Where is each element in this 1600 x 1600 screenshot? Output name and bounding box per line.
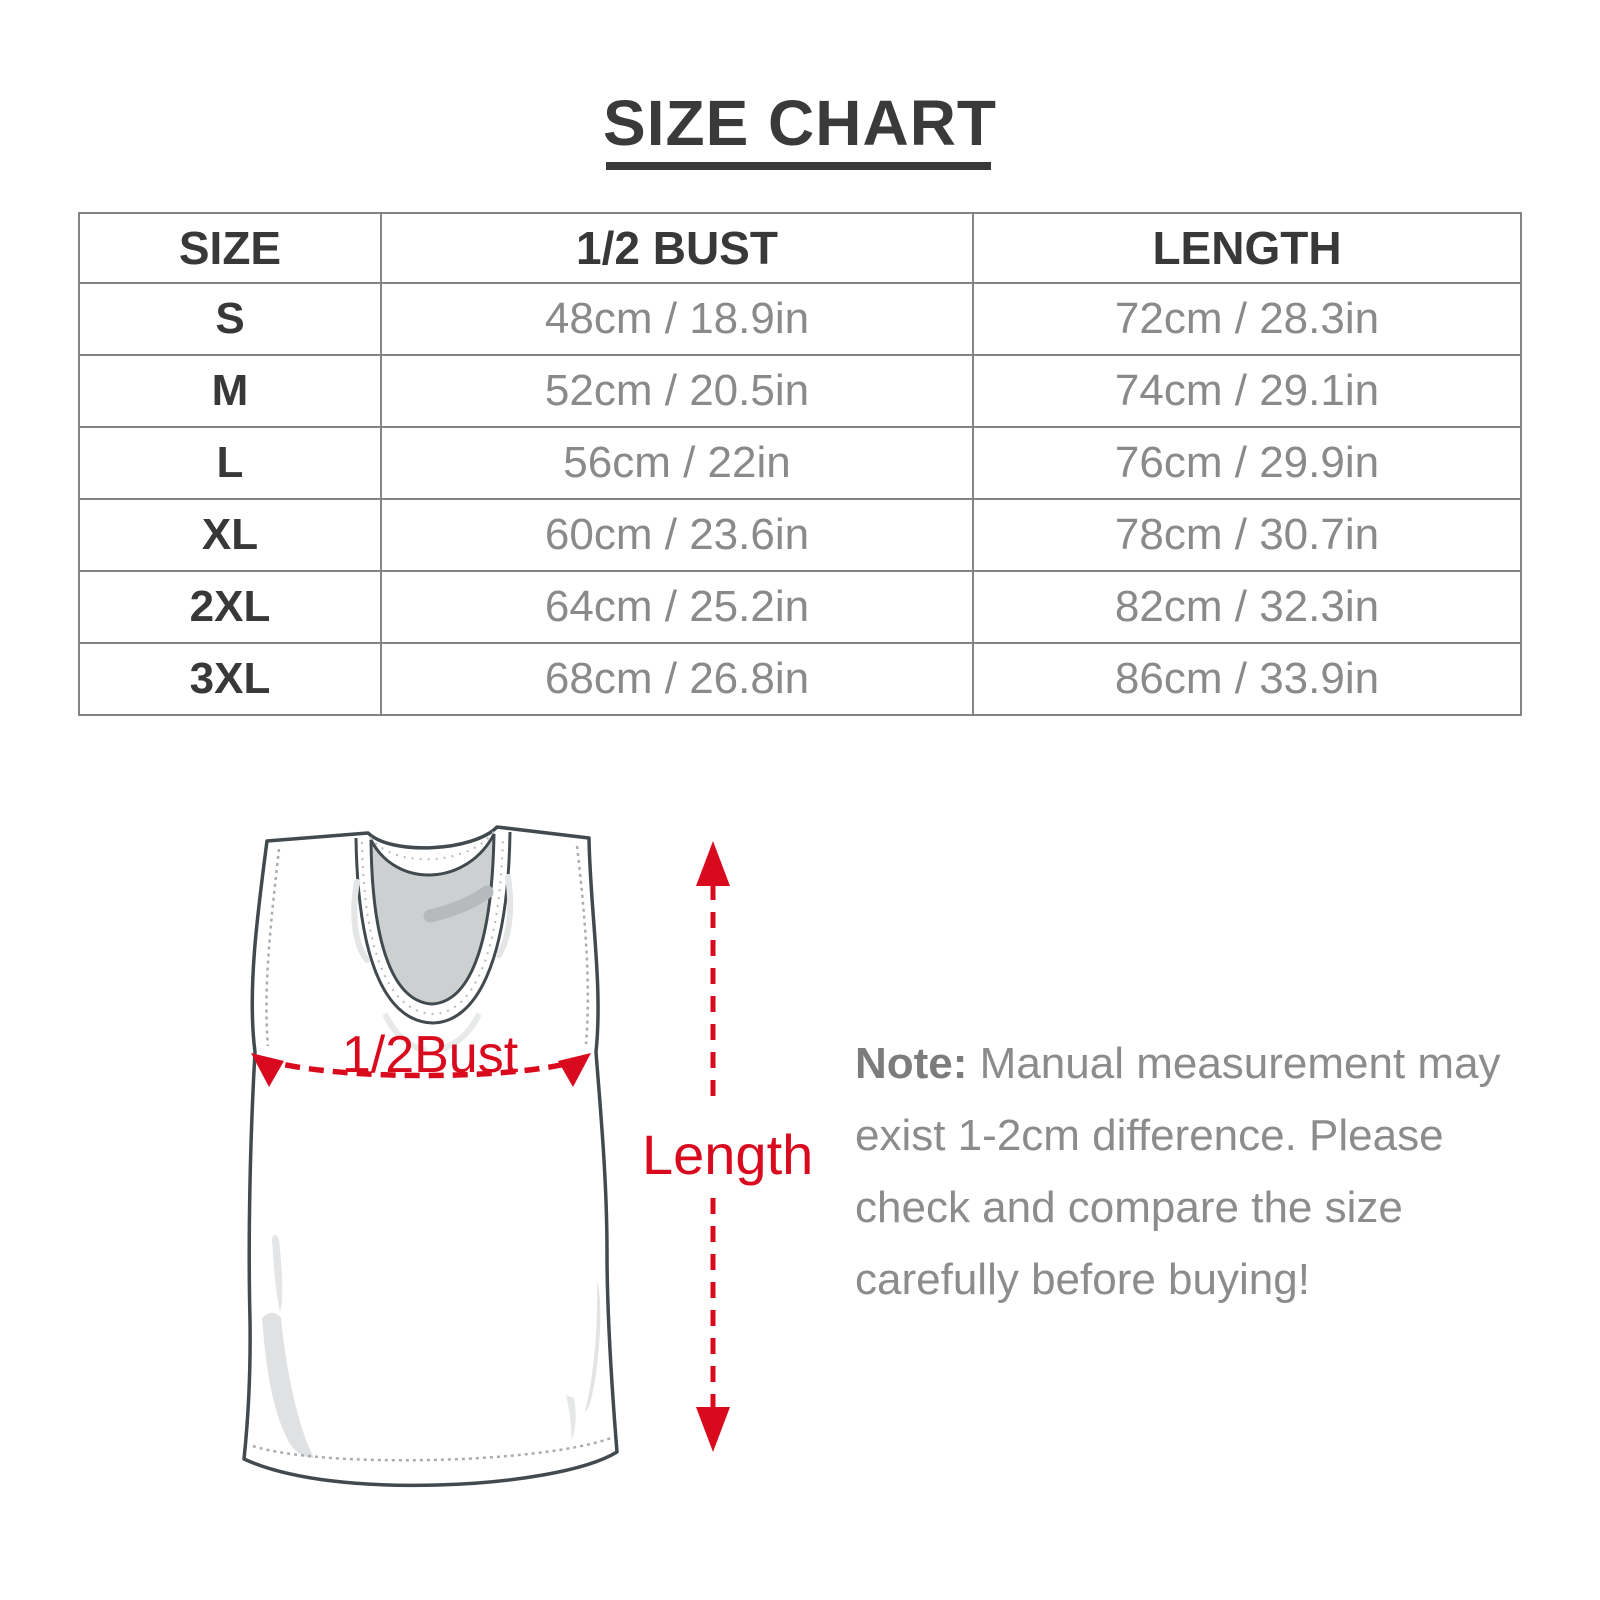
length-value: 74cm / 29.1in: [972, 354, 1522, 428]
bust-value: 68cm / 26.8in: [380, 642, 974, 716]
size-label: XL: [78, 498, 382, 572]
size-label: L: [78, 426, 382, 500]
note-line: exist 1-2cm difference. Please: [855, 1111, 1444, 1160]
bust-value: 64cm / 25.2in: [380, 570, 974, 644]
length-value: 82cm / 32.3in: [972, 570, 1522, 644]
table-row: S 48cm / 18.9in 72cm / 28.3in: [78, 282, 1522, 356]
length-value: 76cm / 29.9in: [972, 426, 1522, 500]
collar-echo-left: [351, 879, 370, 963]
stitch-hem: [252, 1436, 612, 1462]
tank-top-body: [242, 825, 619, 1488]
bust-arrow-line: [261, 1056, 585, 1079]
table-row: L 56cm / 22in 76cm / 29.9in: [78, 426, 1522, 500]
bust-value: 60cm / 23.6in: [380, 498, 974, 572]
collar-band-edge: [354, 831, 512, 1025]
table-row: XL 60cm / 23.6in 78cm / 30.7in: [78, 498, 1522, 572]
size-label: M: [78, 354, 382, 428]
bust-value: 56cm / 22in: [380, 426, 974, 500]
bust-value: 48cm / 18.9in: [380, 282, 974, 356]
note-line: Note: Manual measurement may: [855, 1039, 1501, 1088]
note-line: carefully before buying!: [855, 1255, 1310, 1304]
page-title: SIZE CHART: [603, 87, 997, 159]
note-line: check and compare the size: [855, 1183, 1403, 1232]
chest-fold-left: [383, 1013, 427, 1053]
title-underline: [606, 162, 991, 170]
header-bust: 1/2 BUST: [380, 212, 974, 284]
length-value: 72cm / 28.3in: [972, 282, 1522, 356]
size-label: 3XL: [78, 642, 382, 716]
bust-arrowhead-right: [558, 1053, 591, 1087]
stitch-collar-front: [361, 835, 504, 1016]
stitch-armhole-left: [265, 848, 281, 1047]
side-shade-left: [272, 1234, 283, 1312]
header-size: SIZE: [78, 212, 382, 284]
bust-arrowhead-left: [251, 1053, 284, 1087]
neck-shadow-swoosh: [423, 885, 494, 923]
hem-shade-left: [262, 1312, 314, 1458]
length-value: 78cm / 30.7in: [972, 498, 1522, 572]
size-table: SIZE 1/2 BUST LENGTH S 48cm / 18.9in 72c…: [78, 212, 1522, 716]
stitch-collar-back: [369, 830, 495, 861]
size-label: 2XL: [78, 570, 382, 644]
chest-fold-right: [441, 1013, 481, 1051]
side-shade-right: [585, 1282, 601, 1412]
note-text: Note: Manual measurement may exist 1-2cm…: [855, 1028, 1515, 1316]
hem-shade-right: [566, 1395, 576, 1440]
size-label: S: [78, 282, 382, 356]
length-label: Length: [642, 1123, 813, 1186]
length-arrowhead-top: [696, 841, 730, 886]
table-header-row: SIZE 1/2 BUST LENGTH: [78, 212, 1522, 284]
collar-echo-right: [496, 874, 514, 958]
length-arrowhead-bottom: [696, 1407, 730, 1452]
table-row: 3XL 68cm / 26.8in 86cm / 33.9in: [78, 642, 1522, 716]
stitch-armhole-right: [575, 845, 590, 1045]
table-row: 2XL 64cm / 25.2in 82cm / 32.3in: [78, 570, 1522, 644]
header-length: LENGTH: [972, 212, 1522, 284]
length-value: 86cm / 33.9in: [972, 642, 1522, 716]
table-row: M 52cm / 20.5in 74cm / 29.1in: [78, 354, 1522, 428]
bust-label: 1/2Bust: [342, 1026, 519, 1084]
note-label: Note:: [855, 1039, 968, 1088]
neck-opening: [369, 833, 496, 1006]
bust-value: 52cm / 20.5in: [380, 354, 974, 428]
